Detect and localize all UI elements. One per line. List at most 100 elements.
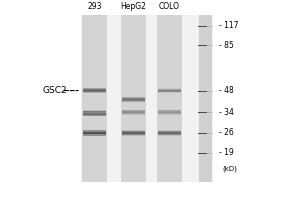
Bar	[83, 136, 106, 137]
Bar	[158, 89, 181, 90]
Bar	[83, 115, 106, 116]
Bar	[83, 114, 106, 115]
Text: GSC2: GSC2	[42, 86, 67, 95]
Bar	[158, 112, 181, 113]
Text: COLO: COLO	[159, 2, 180, 11]
Bar	[83, 130, 106, 131]
Bar	[83, 132, 106, 133]
Bar	[158, 114, 181, 115]
Bar	[81, 15, 213, 182]
Bar	[122, 110, 145, 111]
Bar	[122, 96, 145, 97]
Text: - 48: - 48	[219, 86, 234, 95]
Bar	[83, 91, 106, 92]
Bar	[82, 15, 107, 182]
Bar	[122, 114, 145, 115]
Bar	[157, 15, 182, 182]
Bar	[122, 132, 145, 133]
Bar	[122, 131, 145, 132]
Text: (kD): (kD)	[222, 165, 237, 172]
Bar	[158, 90, 181, 91]
Bar	[83, 116, 106, 117]
Bar	[158, 113, 181, 114]
Bar	[122, 101, 145, 102]
Bar	[83, 88, 106, 89]
Bar	[158, 134, 181, 135]
Bar	[158, 131, 181, 132]
Bar	[158, 132, 181, 133]
Bar	[158, 135, 181, 136]
Bar	[83, 110, 106, 111]
Bar	[158, 111, 181, 112]
Text: 293: 293	[87, 2, 102, 11]
Bar	[122, 98, 145, 99]
Text: - 34: - 34	[219, 108, 234, 117]
Bar	[83, 111, 106, 112]
Bar	[122, 111, 145, 112]
Bar	[158, 92, 181, 93]
Bar	[122, 99, 145, 100]
Bar	[122, 101, 145, 102]
Bar	[83, 135, 106, 136]
Bar	[83, 135, 106, 136]
Bar	[83, 92, 106, 93]
Bar	[83, 90, 106, 91]
Bar	[83, 113, 106, 114]
Bar	[158, 131, 181, 132]
Bar	[83, 134, 106, 135]
Bar	[122, 134, 145, 135]
Bar	[122, 100, 145, 101]
Bar	[122, 114, 145, 115]
Bar	[122, 98, 145, 99]
Bar	[83, 132, 106, 133]
Bar	[158, 132, 181, 133]
Bar	[122, 97, 145, 98]
Text: - 19: - 19	[219, 148, 234, 157]
Bar	[158, 135, 181, 136]
Bar	[83, 133, 106, 134]
Bar	[158, 90, 181, 91]
Text: HepG2: HepG2	[121, 2, 146, 11]
Bar	[83, 88, 106, 89]
Bar	[122, 131, 145, 132]
Bar	[122, 100, 145, 101]
Bar	[83, 91, 106, 92]
Bar	[83, 110, 106, 111]
Bar	[83, 130, 106, 131]
Bar	[158, 91, 181, 92]
Bar	[83, 112, 106, 113]
Bar	[83, 111, 106, 112]
Bar	[158, 110, 181, 111]
Bar	[122, 132, 145, 133]
Bar	[122, 135, 145, 136]
Bar	[83, 129, 106, 130]
Bar	[122, 133, 145, 134]
Bar	[122, 135, 145, 136]
Text: - 117: - 117	[219, 21, 239, 30]
Bar	[83, 93, 106, 94]
Bar	[83, 133, 106, 134]
Bar	[83, 114, 106, 115]
Text: - 26: - 26	[219, 128, 234, 137]
Bar	[122, 99, 145, 100]
Bar	[122, 97, 145, 98]
Bar	[158, 110, 181, 111]
Bar	[158, 91, 181, 92]
Bar	[158, 88, 181, 89]
Text: - 85: - 85	[219, 41, 234, 50]
Bar	[158, 88, 181, 89]
Bar	[122, 110, 145, 111]
Bar	[158, 134, 181, 135]
Bar	[83, 115, 106, 116]
Bar	[122, 112, 145, 113]
Bar	[158, 133, 181, 134]
Bar	[122, 109, 145, 110]
Bar	[83, 131, 106, 132]
Bar	[158, 130, 181, 131]
Bar	[121, 15, 146, 182]
Bar	[83, 87, 106, 88]
Bar	[83, 89, 106, 90]
Bar	[158, 133, 181, 134]
Bar	[122, 113, 145, 114]
Bar	[158, 109, 181, 110]
